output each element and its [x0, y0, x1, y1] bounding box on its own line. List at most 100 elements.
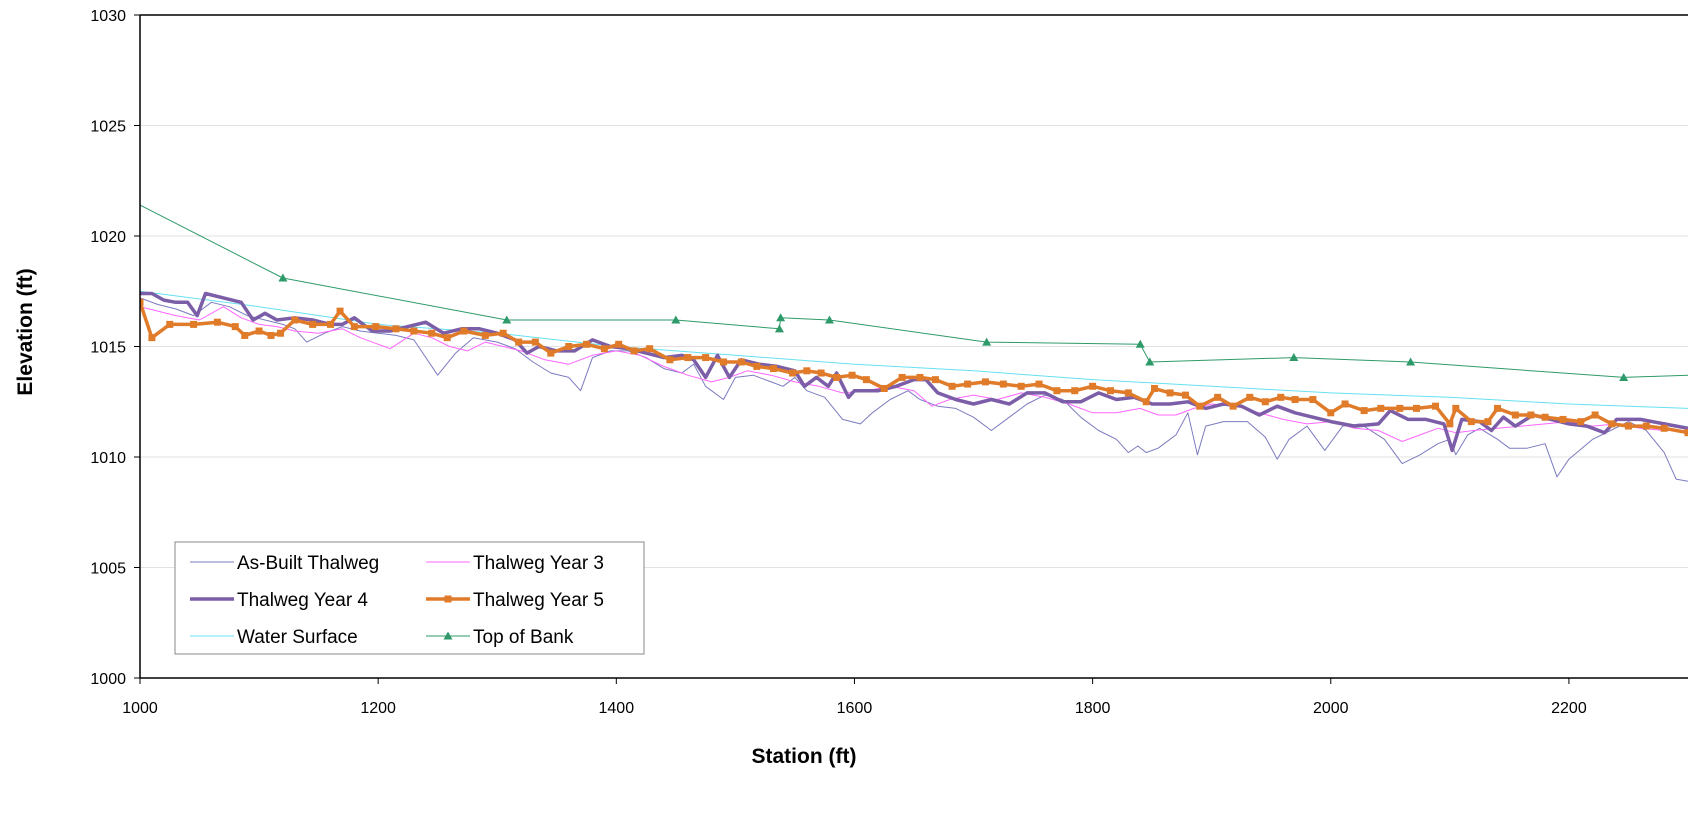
- point-thalweg-year-5: [1230, 403, 1237, 410]
- point-thalweg-year-5: [1452, 405, 1459, 412]
- point-thalweg-year-5: [309, 321, 316, 328]
- point-thalweg-year-5: [818, 370, 825, 377]
- point-thalweg-year-5: [646, 345, 653, 352]
- point-thalweg-year-5: [515, 339, 522, 346]
- point-thalweg-year-5: [277, 330, 284, 337]
- point-thalweg-year-5: [1167, 389, 1174, 396]
- point-thalweg-year-5: [631, 347, 638, 354]
- x-tick-label: 1600: [837, 700, 873, 717]
- point-thalweg-year-5: [916, 374, 923, 381]
- y-tick-label: 1000: [90, 671, 126, 688]
- point-thalweg-year-5: [753, 363, 760, 370]
- point-thalweg-year-5: [982, 378, 989, 385]
- point-thalweg-year-5: [949, 383, 956, 390]
- point-thalweg-year-5: [267, 332, 274, 339]
- point-thalweg-year-5: [1592, 412, 1599, 419]
- point-thalweg-year-5: [899, 374, 906, 381]
- point-thalweg-year-5: [1608, 420, 1615, 427]
- point-thalweg-year-5: [1446, 420, 1453, 427]
- point-thalweg-year-5: [881, 385, 888, 392]
- point-thalweg-year-5: [500, 330, 507, 337]
- point-thalweg-year-5: [1685, 429, 1688, 436]
- point-thalweg-year-5: [148, 334, 155, 341]
- legend-label: Water Surface: [237, 627, 358, 648]
- series-line-thalweg-year-4: [140, 294, 1688, 451]
- point-thalweg-year-5: [1262, 398, 1269, 405]
- point-thalweg-year-5: [428, 330, 435, 337]
- point-thalweg-year-5: [372, 323, 379, 330]
- point-thalweg-year-5: [1214, 394, 1221, 401]
- x-tick-label: 2000: [1313, 700, 1349, 717]
- gridlines: [140, 126, 1688, 568]
- point-thalweg-year-5: [1309, 396, 1316, 403]
- point-thalweg-year-5: [1143, 398, 1150, 405]
- point-thalweg-year-5: [863, 376, 870, 383]
- point-thalweg-year-5: [565, 343, 572, 350]
- point-thalweg-year-5: [351, 323, 358, 330]
- series-thalweg-year-4: [140, 294, 1688, 451]
- point-thalweg-year-5: [241, 332, 248, 339]
- point-thalweg-year-5: [1432, 403, 1439, 410]
- point-thalweg-year-5: [833, 374, 840, 381]
- point-thalweg-year-5: [1246, 394, 1253, 401]
- point-thalweg-year-5: [1342, 400, 1349, 407]
- x-tick-label: 1800: [1075, 700, 1111, 717]
- point-top-of-bank: [671, 315, 680, 323]
- point-thalweg-year-5: [1661, 425, 1668, 432]
- legend: As-Built Thalweg Thalweg Year 3Thalweg Ye…: [175, 542, 644, 654]
- point-thalweg-year-5: [393, 325, 400, 332]
- point-thalweg-year-5: [615, 341, 622, 348]
- legend-label: As-Built Thalweg: [237, 553, 379, 574]
- x-tick-label: 1400: [599, 700, 635, 717]
- point-thalweg-year-5: [1182, 392, 1189, 399]
- point-thalweg-year-5: [1125, 389, 1132, 396]
- point-thalweg-year-5: [1196, 403, 1203, 410]
- point-thalweg-year-5: [547, 350, 554, 357]
- point-thalweg-year-5: [190, 321, 197, 328]
- point-thalweg-year-5: [1151, 385, 1158, 392]
- series-top-of-bank: [140, 205, 1688, 381]
- point-thalweg-year-5: [738, 358, 745, 365]
- point-thalweg-year-5: [1292, 396, 1299, 403]
- point-thalweg-year-5: [1494, 405, 1501, 412]
- point-thalweg-year-5: [1361, 407, 1368, 414]
- point-thalweg-year-5: [1036, 381, 1043, 388]
- point-thalweg-year-5: [684, 354, 691, 361]
- y-tick-label: 1005: [90, 561, 126, 578]
- x-tick-label: 1000: [122, 700, 158, 717]
- point-thalweg-year-5: [337, 308, 344, 315]
- point-thalweg-year-5: [166, 321, 173, 328]
- point-thalweg-year-5: [932, 376, 939, 383]
- point-thalweg-year-5: [1468, 418, 1475, 425]
- x-tick-label: 2200: [1551, 700, 1587, 717]
- point-thalweg-year-5: [1053, 387, 1060, 394]
- series-group: [137, 205, 1688, 481]
- point-thalweg-year-5: [327, 321, 334, 328]
- point-thalweg-year-5: [849, 372, 856, 379]
- point-thalweg-year-5: [702, 354, 709, 361]
- point-thalweg-year-5: [1577, 418, 1584, 425]
- point-thalweg-year-5: [720, 358, 727, 365]
- point-thalweg-year-5: [1089, 383, 1096, 390]
- point-thalweg-year-5: [1377, 405, 1384, 412]
- point-thalweg-year-5: [460, 328, 467, 335]
- point-thalweg-year-5: [1542, 414, 1549, 421]
- point-thalweg-year-5: [1512, 412, 1519, 419]
- point-thalweg-year-5: [601, 345, 608, 352]
- point-top-of-bank: [1289, 353, 1298, 361]
- point-top-of-bank: [278, 273, 287, 281]
- legend-label: Thalweg Year 4: [237, 590, 368, 611]
- x-tick-label: 1200: [360, 700, 396, 717]
- point-thalweg-year-5: [1327, 409, 1334, 416]
- point-thalweg-year-5: [666, 356, 673, 363]
- point-thalweg-year-5: [1000, 381, 1007, 388]
- point-thalweg-year-5: [964, 381, 971, 388]
- point-thalweg-year-5: [444, 334, 451, 341]
- point-thalweg-year-5: [770, 365, 777, 372]
- point-thalweg-year-5: [532, 339, 539, 346]
- point-thalweg-year-5: [1413, 405, 1420, 412]
- point-thalweg-year-5: [1018, 383, 1025, 390]
- y-tick-label: 1020: [90, 229, 126, 246]
- point-thalweg-year-5: [482, 332, 489, 339]
